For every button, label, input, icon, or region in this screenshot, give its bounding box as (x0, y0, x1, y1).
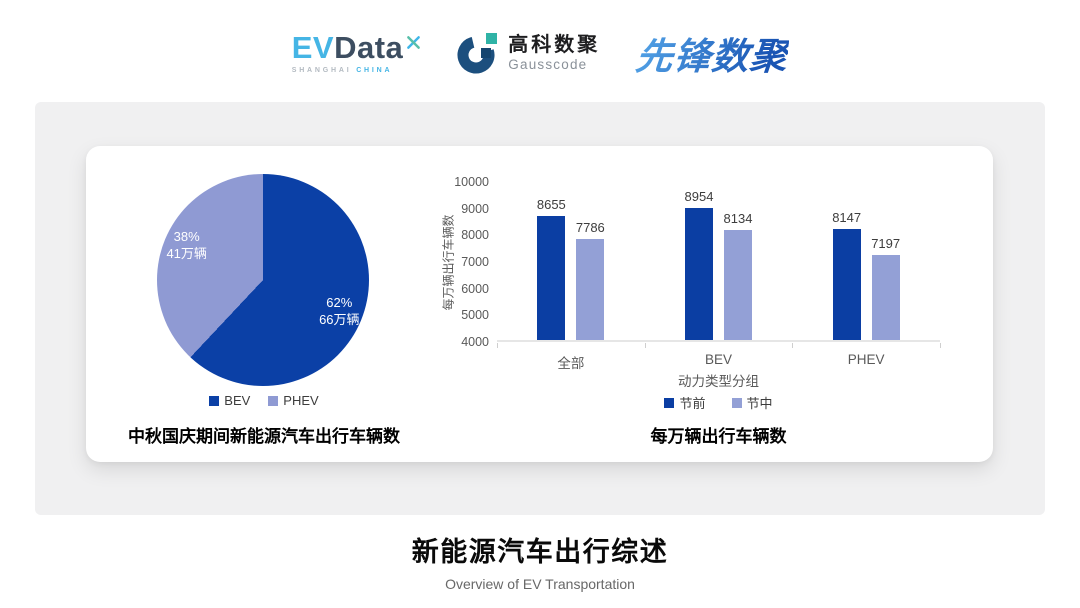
evdata-sub-china: CHINA (356, 67, 393, 74)
category-label-PHEV: PHEV (847, 352, 885, 367)
pie-legend-bev: BEV (209, 393, 250, 408)
pie-chart-title: 中秋国庆期间新能源汽车出行车辆数 (128, 427, 400, 446)
y-tick-9000: 9000 (461, 201, 489, 216)
bar-legend: 节前 节中 (497, 393, 940, 412)
bar-value-节中-PHEV: 7197 (871, 235, 901, 251)
bar-legend-节前: 节前 (664, 393, 706, 412)
gausscode-logo: 高科数聚 Gausscode (457, 31, 600, 75)
bar-节前-BEV (685, 207, 713, 340)
evdata-sub-shanghai: SHANGHAI (291, 67, 357, 74)
x-axis-tick (644, 343, 646, 348)
bar-节前-全部 (537, 215, 566, 340)
gausscode-en: Gausscode (508, 57, 588, 72)
y-tick-7000: 7000 (461, 255, 489, 269)
y-tick-5000: 5000 (461, 308, 489, 323)
page-subtitle: Overview of EV Transportation (445, 576, 635, 592)
pie-legend: BEV PHEV (86, 393, 442, 408)
x-axis-tick (792, 343, 794, 348)
bar-节中-BEV (724, 229, 752, 340)
pioneer-logo: 先锋数聚 (634, 26, 791, 80)
bar-legend-节前-swatch-icon (664, 397, 675, 408)
bar-legend-节中-label: 节中 (746, 396, 773, 411)
bar-value-节前-PHEV: 8147 (832, 210, 862, 226)
category-label-BEV: BEV (704, 352, 732, 367)
bar-legend-节中: 节中 (731, 393, 773, 412)
bar-legend-节中-swatch-icon (731, 397, 742, 408)
evdata-data-text: Data (334, 30, 404, 65)
evdata-subtitle: SHANGHAI CHINA (292, 67, 393, 74)
pie-legend-phev-label: PHEV (283, 393, 319, 408)
bar-节前-PHEV (832, 229, 861, 340)
pie-legend-bev-swatch-icon (209, 395, 220, 406)
y-tick-10000: 10000 (454, 175, 489, 189)
evdata-logo: EV Data SHANGHAI CHINA (292, 32, 422, 74)
y-tick-8000: 8000 (461, 228, 489, 243)
evdata-x-icon (406, 24, 421, 55)
pie-legend-phev-swatch-icon (268, 395, 279, 406)
bar-chart-title: 每万辆出行车辆数 (650, 427, 787, 446)
footer: 新能源汽车出行综述 Overview of EV Transportation (0, 530, 1080, 592)
pie-legend-phev: PHEV (268, 393, 319, 408)
page-title: 新能源汽车出行综述 (411, 537, 669, 567)
category-label-全部: 全部 (557, 356, 585, 371)
x-axis-tick (940, 343, 941, 348)
y-tick-4000: 4000 (461, 335, 489, 349)
bar-value-节前-全部: 8655 (536, 196, 566, 212)
bar-value-节中-BEV: 8134 (723, 210, 753, 226)
content-panel: 62% 66万辆 38% 41万辆 BEV PHEV 中秋国庆期间新能源汽车出行车辆数 … (35, 102, 1045, 515)
pie-legend-bev-label: BEV (224, 393, 251, 408)
pie-label-phev: 38% 41万辆 (166, 229, 207, 261)
pie-label-bev: 62% 66万辆 (319, 294, 360, 327)
y-tick-6000: 6000 (461, 281, 489, 296)
bar-legend-节前-label: 节前 (679, 396, 706, 411)
evdata-wordmark: EV Data (292, 32, 422, 63)
chart-card: 62% 66万辆 38% 41万辆 BEV PHEV 中秋国庆期间新能源汽车出行车辆数 … (86, 146, 993, 462)
evdata-ev-text: EV (291, 30, 335, 65)
x-axis-tick (497, 343, 498, 348)
bar-x-axis-label: 动力类型分组 (678, 374, 759, 389)
pie: 62% 66万辆 38% 41万辆 (157, 174, 369, 386)
bar-节中-PHEV (871, 254, 900, 340)
gausscode-cn: 高科数聚 (508, 34, 601, 56)
gausscode-text: 高科数聚 Gausscode (508, 34, 600, 72)
bar-value-节前-BEV: 8954 (684, 188, 714, 204)
bar-value-节中-全部: 7786 (575, 220, 605, 236)
bar-plot-area: 8655 7786 8954 8134 8147 7197 (497, 182, 941, 348)
bar-节中-全部 (576, 239, 605, 340)
gausscode-mark-icon (457, 33, 498, 74)
header-logos: EV Data SHANGHAI CHINA 高科数聚 Gausscode 先锋数… (0, 22, 1080, 84)
